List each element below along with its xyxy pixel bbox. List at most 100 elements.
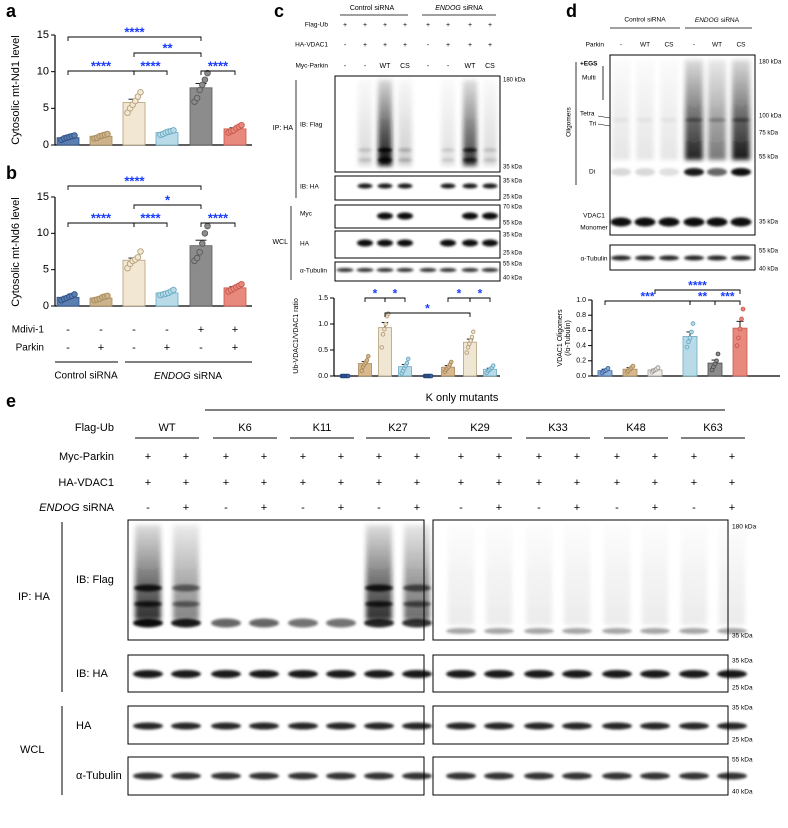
significance-bracket <box>469 297 491 302</box>
blot-band <box>402 722 432 730</box>
condition-mark: + <box>574 451 580 463</box>
marker-label: 40 kDa <box>759 267 779 273</box>
row-label: Myc-Parkin <box>295 63 328 70</box>
y-tick-label: 1.0 <box>318 321 328 328</box>
marker-label: 35 kDa <box>503 233 523 239</box>
marker-label: 70 kDa <box>503 205 523 211</box>
condition-mark: - <box>620 42 622 49</box>
blot-smear <box>708 60 726 160</box>
data-point <box>386 311 391 316</box>
condition-mark: + <box>414 502 420 514</box>
blot-band <box>610 217 632 227</box>
panel-label: a <box>6 1 17 21</box>
blot-band <box>562 772 592 780</box>
blot-frame <box>334 204 501 229</box>
condition-mark: + <box>496 502 502 514</box>
blot-smear <box>685 60 703 160</box>
blot-band <box>462 239 478 247</box>
condition-mark: + <box>338 477 344 489</box>
condition-mark: + <box>574 477 580 489</box>
condition-mark: - <box>427 63 430 70</box>
blot-band <box>659 255 679 261</box>
blot-band <box>326 722 356 730</box>
section-label: WCL <box>272 239 288 246</box>
blot-band <box>288 670 318 678</box>
blot-band <box>172 584 200 592</box>
condition-mark: + <box>414 477 420 489</box>
blot-band <box>482 212 498 220</box>
data-point <box>686 339 691 345</box>
data-point <box>137 88 144 96</box>
group-label: ENDOG siRNA <box>435 5 483 12</box>
blot-band <box>640 722 670 730</box>
blot-band <box>326 670 356 678</box>
condition-mark: - <box>344 63 347 70</box>
data-point <box>193 94 201 102</box>
data-point <box>137 248 144 255</box>
blot-band <box>524 670 554 678</box>
condition-mark: + <box>458 477 464 489</box>
blot-band <box>524 628 554 634</box>
significance-bracket <box>133 70 168 75</box>
marker-label: 75 kDa <box>759 131 779 137</box>
blot-band <box>419 268 437 272</box>
marker-label: 100 kDa <box>759 114 782 120</box>
blot-band <box>717 670 747 678</box>
data-point <box>379 345 385 350</box>
significance-label: *** <box>720 290 734 304</box>
blot-band <box>602 722 632 730</box>
blot-band <box>211 722 241 730</box>
significance-label: * <box>457 287 462 301</box>
blot-band <box>717 628 747 634</box>
y-tick-label: 0.5 <box>318 347 328 354</box>
marker-label: 55 kDa <box>759 155 779 161</box>
blot-band <box>611 255 631 261</box>
condition-mark: - <box>301 502 305 514</box>
blot-band <box>640 772 670 780</box>
blot-label: α-Tubulin <box>581 256 608 263</box>
y-tick-label: 0.0 <box>318 373 328 380</box>
blot-label: HA <box>76 720 92 732</box>
marker-label: 180 kDa <box>503 78 526 84</box>
significance-bracket <box>133 222 168 227</box>
condition-mark: + <box>261 477 267 489</box>
marker-label: 180 kDa <box>732 524 757 531</box>
blot-band <box>211 772 241 780</box>
blot-smear <box>448 525 474 625</box>
condition-mark: + <box>536 477 542 489</box>
y-axis-title: VDAC1 Oligomers <box>557 309 564 367</box>
blot-band <box>731 168 751 176</box>
significance-label: **** <box>140 211 161 226</box>
data-point <box>714 358 719 364</box>
data-point <box>196 86 203 94</box>
blot-band <box>634 217 656 227</box>
significance-label: **** <box>91 211 112 226</box>
y-axis-title: (/α-Tubulin) <box>565 320 572 356</box>
blot-band <box>398 148 412 152</box>
blot-smear <box>483 80 497 166</box>
panel-label: c <box>274 1 284 21</box>
condition-mark: CS <box>736 42 746 49</box>
blot-band <box>249 618 279 628</box>
panel-label: e <box>6 391 16 411</box>
blot-band <box>446 772 476 780</box>
data-point <box>630 363 636 369</box>
blot-band <box>524 722 554 730</box>
blot-band <box>249 722 279 730</box>
marker-label: 40 kDa <box>503 276 523 282</box>
blot-band <box>484 722 514 730</box>
blot-band <box>484 772 514 780</box>
y-axis-title: Cytosolic mt-Nd1 level <box>10 35 22 144</box>
data-point <box>471 329 476 335</box>
marker-label: 55 kDa <box>503 221 523 227</box>
data-point <box>196 248 203 256</box>
condition-mark: - <box>459 502 463 514</box>
condition-mark: + <box>446 42 450 49</box>
condition-mark: + <box>145 477 151 489</box>
data-point <box>737 326 743 332</box>
condition-mark: + <box>300 477 306 489</box>
condition-mark: + <box>496 451 502 463</box>
data-point <box>465 345 471 350</box>
blot-band <box>211 670 241 678</box>
